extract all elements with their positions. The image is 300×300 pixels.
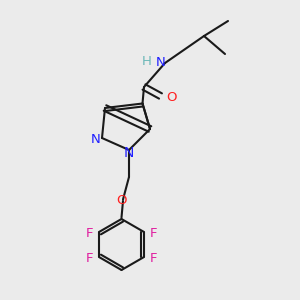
Text: O: O (166, 91, 176, 104)
Text: F: F (86, 252, 94, 265)
Text: N: N (91, 133, 100, 146)
Text: F: F (149, 227, 157, 240)
Text: F: F (86, 227, 94, 240)
Text: F: F (149, 252, 157, 265)
Text: N: N (156, 56, 165, 70)
Text: O: O (116, 194, 127, 208)
Text: N: N (124, 146, 134, 160)
Text: H: H (142, 55, 152, 68)
